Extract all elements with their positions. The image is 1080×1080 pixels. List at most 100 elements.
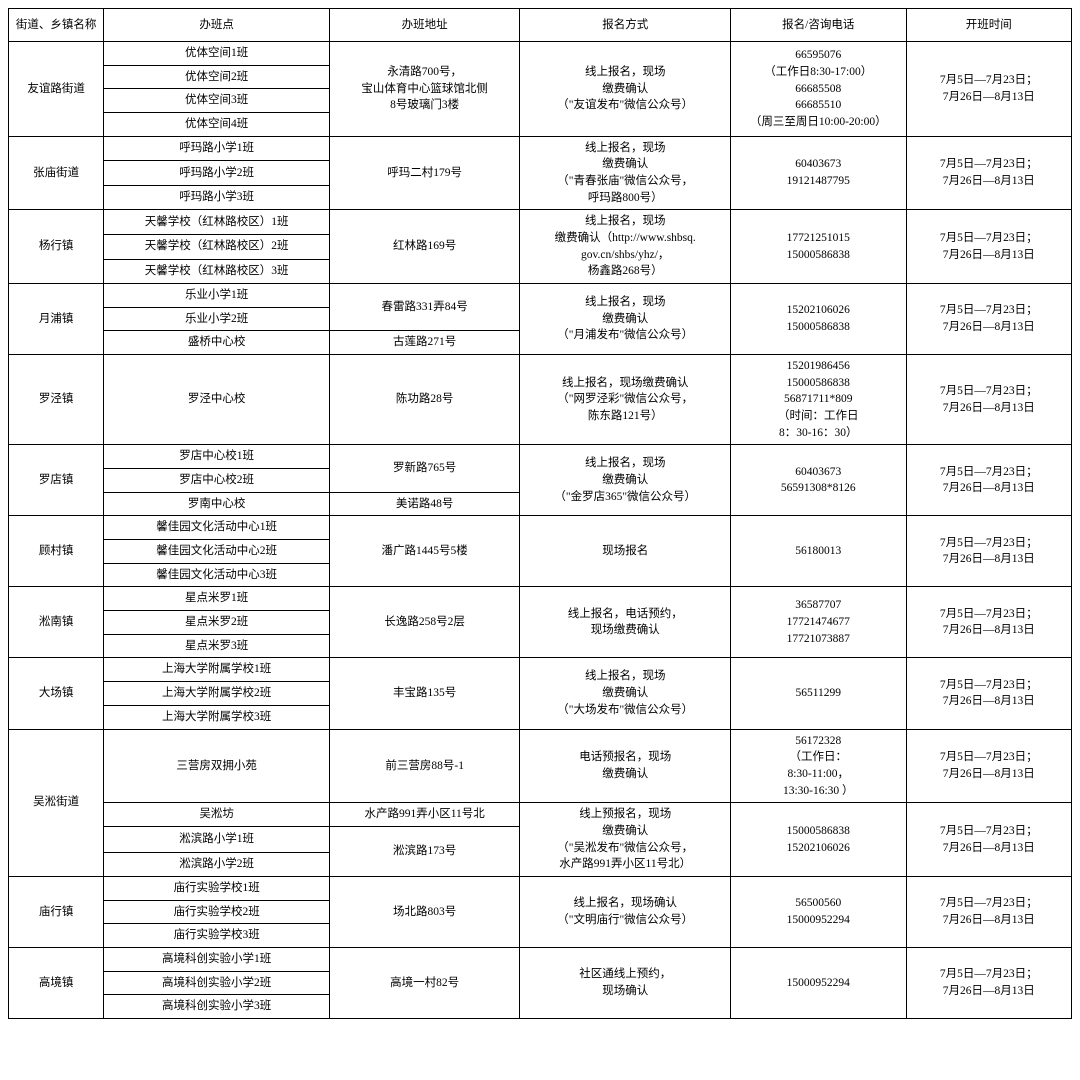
class-point: 吴淞坊: [104, 803, 330, 827]
apply-method-cell: 线上报名，电话预约，现场缴费确认: [520, 587, 731, 658]
address-cell: 前三营房88号-1: [329, 729, 520, 803]
class-point: 天馨学校（红林路校区）3班: [104, 259, 330, 284]
table-row: 顾村镇馨佳园文化活动中心1班潘广路1445号5楼现场报名561800137月5日…: [9, 516, 1072, 540]
apply-method-cell: 线上报名，现场缴费确认（http://www.shbsq.gov.cn/shbs…: [520, 210, 731, 284]
table-row: 大场镇上海大学附属学校1班丰宝路135号线上报名，现场缴费确认（"大场发布"微信…: [9, 658, 1072, 682]
class-point: 高境科创实验小学2班: [104, 971, 330, 995]
class-point: 高境科创实验小学3班: [104, 995, 330, 1019]
district-name: 罗店镇: [9, 445, 104, 516]
table-body: 友谊路街道优体空间1班永清路700号，宝山体育中心篮球馆北侧8号玻璃门3楼线上报…: [9, 42, 1072, 1019]
class-point: 馨佳园文化活动中心1班: [104, 516, 330, 540]
table-row: 友谊路街道优体空间1班永清路700号，宝山体育中心篮球馆北侧8号玻璃门3楼线上报…: [9, 42, 1072, 66]
phone-cell: 56180013: [731, 516, 906, 587]
address-cell: 水产路991弄小区11号北: [329, 803, 520, 827]
table-row: 高境镇高境科创实验小学1班高境一村82号社区通线上预约，现场确认15000952…: [9, 947, 1072, 971]
address-cell: 潘广路1445号5楼: [329, 516, 520, 587]
district-name: 张庙街道: [9, 136, 104, 210]
column-header: 报名方式: [520, 9, 731, 42]
table-row: 庙行镇庙行实验学校1班场北路803号线上报名，现场确认（"文明庙行"微信公众号）…: [9, 876, 1072, 900]
district-name: 顾村镇: [9, 516, 104, 587]
class-point: 星点米罗2班: [104, 611, 330, 635]
time-cell: 7月5日—7月23日；7月26日—8月13日: [906, 445, 1072, 516]
class-point: 乐业小学2班: [104, 307, 330, 331]
district-name: 大场镇: [9, 658, 104, 729]
address-cell: 淞滨路173号: [329, 826, 520, 876]
address-cell: 丰宝路135号: [329, 658, 520, 729]
column-header: 开班时间: [906, 9, 1072, 42]
class-point: 庙行实验学校1班: [104, 876, 330, 900]
class-point: 星点米罗1班: [104, 587, 330, 611]
class-point: 星点米罗3班: [104, 634, 330, 658]
address-cell: 场北路803号: [329, 876, 520, 947]
address-cell: 春雷路331弄84号: [329, 284, 520, 331]
apply-method-cell: 线上报名，现场确认（"文明庙行"微信公众号）: [520, 876, 731, 947]
apply-method-cell: 线上报名，现场缴费确认（"月浦发布"微信公众号）: [520, 284, 731, 355]
class-point: 呼玛路小学2班: [104, 161, 330, 186]
address-cell: 高境一村82号: [329, 947, 520, 1018]
class-point: 罗店中心校1班: [104, 445, 330, 469]
time-cell: 7月5日—7月23日；7月26日—8月13日: [906, 947, 1072, 1018]
time-cell: 7月5日—7月23日；7月26日—8月13日: [906, 803, 1072, 877]
time-cell: 7月5日—7月23日；7月26日—8月13日: [906, 136, 1072, 210]
time-cell: 7月5日—7月23日；7月26日—8月13日: [906, 42, 1072, 137]
phone-cell: 365877071772147467717721073887: [731, 587, 906, 658]
class-point: 罗店中心校2班: [104, 469, 330, 493]
apply-method-cell: 线上报名，现场缴费确认（"青春张庙"微信公众号，呼玛路800号）: [520, 136, 731, 210]
district-name: 杨行镇: [9, 210, 104, 284]
class-point: 天馨学校（红林路校区）1班: [104, 210, 330, 235]
time-cell: 7月5日—7月23日；7月26日—8月13日: [906, 658, 1072, 729]
phone-cell: 6040367356591308*8126: [731, 445, 906, 516]
class-point: 淞滨路小学2班: [104, 853, 330, 877]
apply-method-cell: 线上报名，现场缴费确认（"金罗店365"微信公众号）: [520, 445, 731, 516]
class-point: 乐业小学1班: [104, 284, 330, 308]
district-name: 友谊路街道: [9, 42, 104, 137]
class-point: 高境科创实验小学1班: [104, 947, 330, 971]
class-point: 庙行实验学校3班: [104, 924, 330, 948]
time-cell: 7月5日—7月23日；7月26日—8月13日: [906, 876, 1072, 947]
class-point: 优体空间2班: [104, 65, 330, 89]
address-cell: 长逸路258号2层: [329, 587, 520, 658]
district-name: 庙行镇: [9, 876, 104, 947]
column-header: 报名/咨询电话: [731, 9, 906, 42]
district-name: 高境镇: [9, 947, 104, 1018]
table-row: 罗泾镇罗泾中心校陈功路28号线上报名，现场缴费确认（"网罗泾彩"微信公众号，陈东…: [9, 355, 1072, 445]
class-point: 优体空间3班: [104, 89, 330, 113]
class-point: 上海大学附属学校2班: [104, 682, 330, 706]
address-cell: 呼玛二村179号: [329, 136, 520, 210]
class-point: 盛桥中心校: [104, 331, 330, 355]
address-cell: 红林路169号: [329, 210, 520, 284]
apply-method-cell: 线上预报名，现场缴费确认（"吴淞发布"微信公众号，水产路991弄小区11号北）: [520, 803, 731, 877]
phone-cell: 1500058683815202106026: [731, 803, 906, 877]
table-row: 淞南镇星点米罗1班长逸路258号2层线上报名，电话预约，现场缴费确认365877…: [9, 587, 1072, 611]
time-cell: 7月5日—7月23日；7月26日—8月13日: [906, 210, 1072, 284]
schedule-table: 街道、乡镇名称办班点办班地址报名方式报名/咨询电话开班时间 友谊路街道优体空间1…: [8, 8, 1072, 1019]
phone-cell: 56172328（工作日：8:30-11:00，13:30-16:30 ）: [731, 729, 906, 803]
table-head: 街道、乡镇名称办班点办班地址报名方式报名/咨询电话开班时间: [9, 9, 1072, 42]
class-point: 上海大学附属学校3班: [104, 705, 330, 729]
class-point: 馨佳园文化活动中心3班: [104, 563, 330, 587]
class-point: 馨佳园文化活动中心2班: [104, 540, 330, 564]
class-point: 庙行实验学校2班: [104, 900, 330, 924]
class-point: 罗泾中心校: [104, 355, 330, 445]
phone-cell: 15000952294: [731, 947, 906, 1018]
time-cell: 7月5日—7月23日；7月26日—8月13日: [906, 355, 1072, 445]
apply-method-cell: 线上报名，现场缴费确认（"友谊发布"微信公众号）: [520, 42, 731, 137]
time-cell: 7月5日—7月23日；7月26日—8月13日: [906, 729, 1072, 803]
table-row: 杨行镇天馨学校（红林路校区）1班红林路169号线上报名，现场缴费确认（http:…: [9, 210, 1072, 235]
address-cell: 永清路700号，宝山体育中心篮球馆北侧8号玻璃门3楼: [329, 42, 520, 137]
table-row: 罗店镇罗店中心校1班罗新路765号线上报名，现场缴费确认（"金罗店365"微信公…: [9, 445, 1072, 469]
apply-method-cell: 社区通线上预约，现场确认: [520, 947, 731, 1018]
class-point: 上海大学附属学校1班: [104, 658, 330, 682]
column-header: 办班地址: [329, 9, 520, 42]
table-row: 吴淞坊水产路991弄小区11号北线上预报名，现场缴费确认（"吴淞发布"微信公众号…: [9, 803, 1072, 827]
column-header: 办班点: [104, 9, 330, 42]
address-cell: 美诺路48号: [329, 492, 520, 516]
class-point: 罗南中心校: [104, 492, 330, 516]
class-point: 天馨学校（红林路校区）2班: [104, 234, 330, 259]
apply-method-cell: 线上报名，现场缴费确认（"网罗泾彩"微信公众号，陈东路121号）: [520, 355, 731, 445]
district-name: 淞南镇: [9, 587, 104, 658]
class-point: 淞滨路小学1班: [104, 826, 330, 852]
apply-method-cell: 线上报名，现场缴费确认（"大场发布"微信公众号）: [520, 658, 731, 729]
phone-cell: 152019864561500058683856871711*809（时间：工作…: [731, 355, 906, 445]
address-cell: 罗新路765号: [329, 445, 520, 492]
